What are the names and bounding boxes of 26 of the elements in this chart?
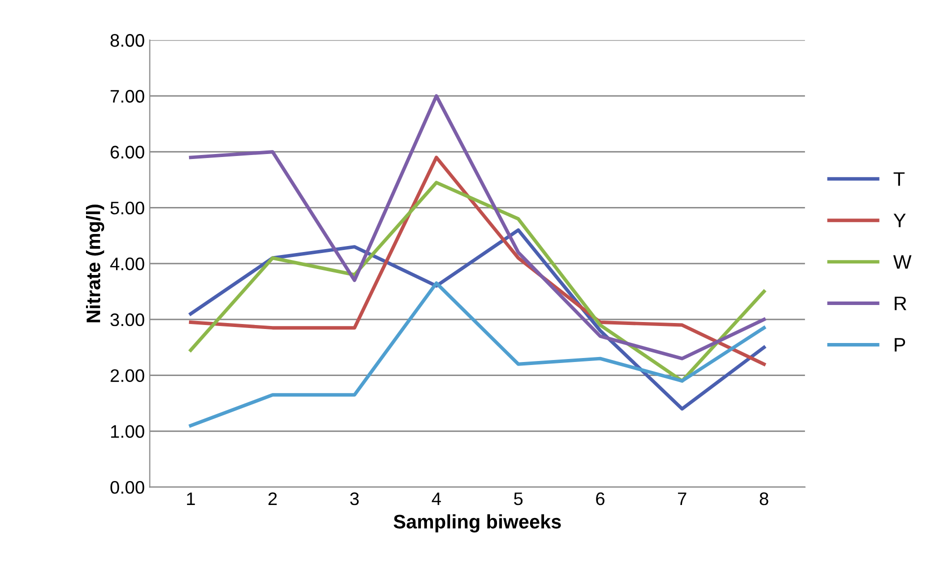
- legend-label: Y: [894, 214, 906, 228]
- y-tick-label: 4.00: [110, 258, 144, 270]
- line-series: [188, 94, 766, 360]
- legend-label: W: [893, 255, 912, 269]
- y-tick-label: 1.00: [111, 425, 144, 438]
- y-tick-label: 6.00: [110, 146, 144, 159]
- x-tick-label: 8: [760, 492, 768, 506]
- y-tick-label: 7.00: [110, 90, 144, 103]
- x-tick-label: 2: [268, 492, 277, 505]
- legend-label: R: [894, 296, 906, 310]
- y-axis-title: Nitrate (mg/l): [86, 204, 104, 322]
- y-tick-label: 3.00: [110, 313, 144, 326]
- y-tick-label: 2.00: [110, 369, 144, 382]
- legend-label: P: [894, 338, 906, 352]
- x-tick-label: 7: [678, 492, 686, 505]
- y-tick-label: 8.00: [110, 34, 144, 47]
- x-tick-label: 4: [432, 492, 441, 505]
- line-series: [188, 281, 766, 428]
- y-tick-label: 5.00: [110, 202, 144, 214]
- x-tick-label: 5: [514, 492, 523, 506]
- y-tick-label: 0.00: [110, 480, 144, 494]
- x-axis-title: Sampling biweeks: [394, 514, 561, 533]
- x-tick-label: 6: [596, 492, 604, 506]
- x-tick-label: 3: [350, 492, 359, 506]
- legend-label: T: [894, 172, 905, 186]
- x-tick-label: 1: [187, 492, 195, 505]
